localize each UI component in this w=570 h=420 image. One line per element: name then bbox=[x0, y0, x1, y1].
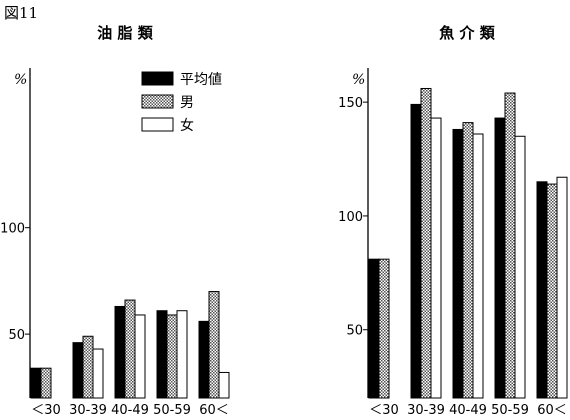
chart-title: 油 脂 類 bbox=[97, 24, 153, 42]
bar bbox=[556, 176, 568, 399]
bar bbox=[378, 258, 390, 399]
x-tick-label: 60＜ bbox=[199, 403, 229, 418]
bar bbox=[514, 135, 526, 399]
bar bbox=[134, 314, 146, 399]
y-tick-label: 50 bbox=[8, 328, 25, 343]
bar bbox=[156, 310, 168, 399]
chart-panel-2: 魚 介 類% 50 100 150 ＜30 30-39 40-49 50-59 60＜ bbox=[338, 24, 568, 418]
bar bbox=[208, 291, 220, 399]
bar bbox=[430, 117, 442, 399]
legend-label: 平均値 bbox=[180, 72, 222, 88]
bar bbox=[494, 117, 506, 399]
bar bbox=[198, 320, 210, 399]
bar bbox=[124, 299, 136, 399]
y-tick-label: 150 bbox=[338, 96, 363, 111]
x-tick-label: 40-49 bbox=[111, 403, 149, 418]
legend-label: 男 bbox=[180, 95, 194, 111]
x-tick-label: 60＜ bbox=[537, 403, 567, 418]
bar bbox=[166, 314, 178, 399]
x-tick-label: 30-39 bbox=[407, 403, 445, 418]
y-tick-label: 100 bbox=[338, 210, 363, 225]
x-tick-label: 50-59 bbox=[491, 403, 529, 418]
legend-swatch bbox=[141, 71, 174, 86]
legend-swatch bbox=[141, 117, 174, 132]
bar bbox=[472, 133, 484, 399]
x-tick-label: 50-59 bbox=[153, 403, 191, 418]
y-tick-label: 100 bbox=[0, 222, 25, 237]
bar bbox=[114, 305, 126, 399]
bar bbox=[218, 371, 230, 399]
bar bbox=[368, 258, 380, 399]
figure-label: 図11 bbox=[4, 4, 39, 22]
bar bbox=[546, 183, 558, 399]
y-unit-label: % bbox=[14, 72, 27, 88]
bar bbox=[410, 103, 422, 399]
x-tick-label: 30-39 bbox=[69, 403, 107, 418]
bar bbox=[30, 367, 42, 399]
x-tick-label: 40-49 bbox=[449, 403, 487, 418]
x-tick-label: ＜30 bbox=[369, 403, 399, 418]
bar bbox=[452, 128, 464, 399]
bar bbox=[92, 348, 104, 399]
legend-swatch bbox=[141, 94, 174, 109]
bar bbox=[82, 335, 94, 399]
x-tick-label: ＜30 bbox=[31, 403, 61, 418]
bar bbox=[536, 181, 548, 399]
chart-panel-1: 油 脂 類% 50 100 ＜30 30-39 40-49 50-59 60＜ bbox=[0, 24, 230, 418]
bar bbox=[176, 310, 188, 399]
bar bbox=[504, 92, 516, 399]
bar bbox=[72, 342, 84, 399]
y-unit-label: % bbox=[352, 72, 365, 88]
bar bbox=[462, 122, 474, 399]
legend-label: 女 bbox=[180, 117, 194, 134]
bar bbox=[40, 367, 52, 399]
bar bbox=[420, 87, 432, 399]
chart-title: 魚 介 類 bbox=[439, 24, 495, 42]
y-tick-label: 50 bbox=[346, 324, 363, 339]
